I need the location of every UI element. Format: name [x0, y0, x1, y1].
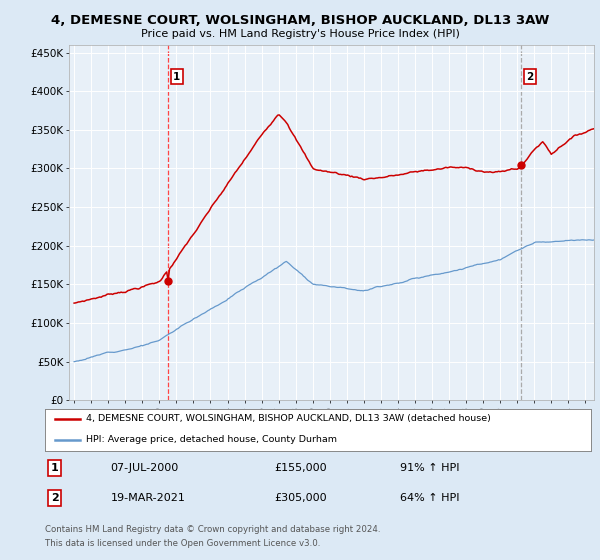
Text: £155,000: £155,000 [274, 463, 327, 473]
Text: 4, DEMESNE COURT, WOLSINGHAM, BISHOP AUCKLAND, DL13 3AW: 4, DEMESNE COURT, WOLSINGHAM, BISHOP AUC… [51, 14, 549, 27]
Text: HPI: Average price, detached house, County Durham: HPI: Average price, detached house, Coun… [86, 435, 337, 445]
Text: This data is licensed under the Open Government Licence v3.0.: This data is licensed under the Open Gov… [45, 539, 320, 548]
Text: Contains HM Land Registry data © Crown copyright and database right 2024.: Contains HM Land Registry data © Crown c… [45, 525, 380, 534]
Text: 91% ↑ HPI: 91% ↑ HPI [400, 463, 460, 473]
Text: 2: 2 [51, 493, 59, 503]
Text: 1: 1 [173, 72, 181, 82]
Text: £305,000: £305,000 [274, 493, 327, 503]
Text: 4, DEMESNE COURT, WOLSINGHAM, BISHOP AUCKLAND, DL13 3AW (detached house): 4, DEMESNE COURT, WOLSINGHAM, BISHOP AUC… [86, 414, 491, 423]
Text: Price paid vs. HM Land Registry's House Price Index (HPI): Price paid vs. HM Land Registry's House … [140, 29, 460, 39]
Text: 1: 1 [51, 463, 59, 473]
Text: 19-MAR-2021: 19-MAR-2021 [110, 493, 185, 503]
Text: 2: 2 [526, 72, 534, 82]
Text: 07-JUL-2000: 07-JUL-2000 [110, 463, 179, 473]
Text: 64% ↑ HPI: 64% ↑ HPI [400, 493, 460, 503]
